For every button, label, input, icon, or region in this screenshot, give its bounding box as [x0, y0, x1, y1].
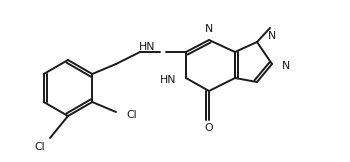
- Text: N: N: [268, 31, 276, 41]
- Text: N: N: [205, 24, 213, 34]
- Text: Cl: Cl: [126, 110, 136, 120]
- Text: Cl: Cl: [35, 142, 45, 152]
- Text: HN: HN: [139, 42, 155, 52]
- Text: N: N: [282, 61, 290, 71]
- Text: O: O: [205, 123, 213, 133]
- Text: HN: HN: [160, 75, 176, 85]
